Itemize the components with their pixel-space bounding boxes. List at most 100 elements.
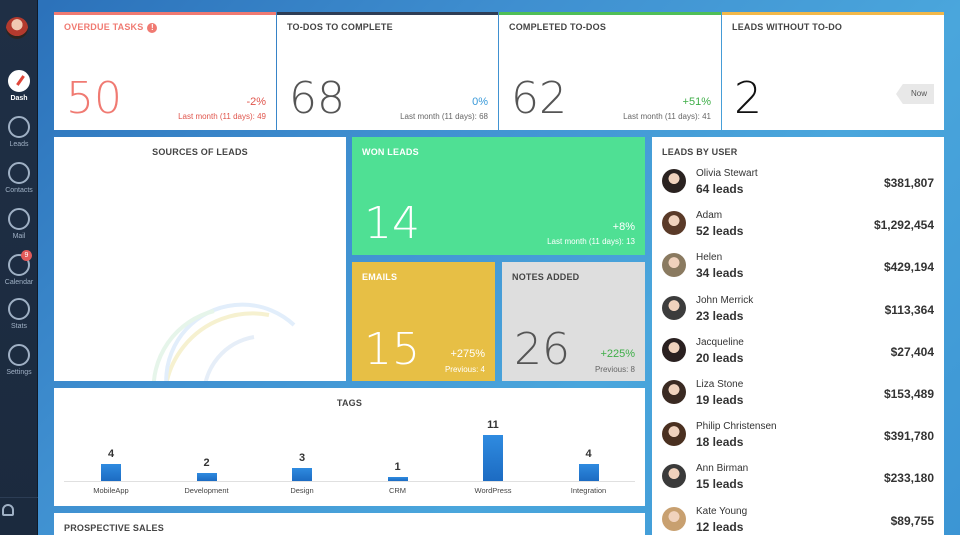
completed-card[interactable]: COMPLETED TO-DOS 62 +51% Last month (11 … xyxy=(499,12,721,130)
overdue-delta: -2% xyxy=(246,96,266,108)
tags-baseline xyxy=(64,481,635,482)
user-row[interactable]: Olivia Stewart 64 leads $381,807 xyxy=(662,161,934,203)
tag-value-label: 4 xyxy=(585,448,592,461)
overdue-tasks-card[interactable]: OVERDUE TASKS! 50 -2% Last month (11 day… xyxy=(54,12,276,130)
card-title: OVERDUE TASKS! xyxy=(64,22,158,33)
sidebar: Dash Leads Contacts Mail 9 Calendar Stat… xyxy=(0,0,38,535)
user-amount: $381,807 xyxy=(883,176,934,190)
card-title: WON LEADS xyxy=(362,147,419,157)
tag-bar[interactable] xyxy=(483,435,503,481)
todos-card[interactable]: TO-DOS TO COMPLETE 68 0% Last month (11 … xyxy=(277,12,498,130)
user-row[interactable]: Kate Young 12 leads $89,755 xyxy=(662,499,934,535)
card-title: PROSPECTIVE SALES xyxy=(64,523,164,533)
tag-category-label: WordPress xyxy=(474,486,512,495)
won-value: 14 xyxy=(364,198,420,249)
tag-category-label: MobileApp xyxy=(93,486,129,495)
sidebar-item-label: Mail xyxy=(12,233,26,240)
tag-bar[interactable] xyxy=(196,472,217,481)
user-avatar xyxy=(662,169,686,193)
tag-category-label: Development xyxy=(184,486,229,495)
user-avatar xyxy=(662,337,686,362)
notes-added-card[interactable]: NOTES ADDED 26 +225% Previous: 8 xyxy=(502,262,645,381)
todos-delta: 0% xyxy=(472,96,488,108)
sidebar-item-calendar[interactable]: 9 Calendar xyxy=(0,250,38,286)
user-avatar xyxy=(662,506,686,531)
tag-bar[interactable] xyxy=(292,468,312,481)
card-title: LEADS BY USER xyxy=(662,147,738,157)
card-accent-bar xyxy=(277,12,498,15)
user-row[interactable]: John Merrick 23 leads $113,364 xyxy=(662,288,934,330)
leads-without-value: 2 xyxy=(734,73,762,124)
sidebar-item-contacts[interactable]: Contacts xyxy=(0,162,38,194)
leads-without-todo-card[interactable]: LEADS WITHOUT TO-DO 2 Now xyxy=(722,12,944,130)
sidebar-item-stats[interactable]: Stats xyxy=(0,298,38,330)
sidebar-item-dash[interactable]: Dash xyxy=(0,70,38,102)
user-leads-count: 23 leads xyxy=(696,308,744,323)
sidebar-item-settings[interactable]: Settings xyxy=(0,344,38,376)
todos-value: 68 xyxy=(289,73,345,124)
warning-icon: ! xyxy=(147,22,158,33)
won-leads-card[interactable]: WON LEADS 14 +8% Last month (11 days): 1… xyxy=(352,137,645,255)
sidebar-item-label: Calendar xyxy=(4,279,34,286)
todos-sub: Last month (11 days): 68 xyxy=(400,112,488,121)
dashboard-icon xyxy=(8,70,30,92)
sidebar-item-label: Contacts xyxy=(5,187,33,194)
completed-value: 62 xyxy=(511,73,567,124)
notes-sub: Previous: 8 xyxy=(594,365,635,374)
card-title: TAGS xyxy=(336,398,363,408)
tag-category-label: CRM xyxy=(388,486,407,495)
tag-category-label: Integration xyxy=(570,486,607,495)
user-row[interactable]: Helen 34 leads $429,194 xyxy=(662,245,934,287)
user-leads-count: 12 leads xyxy=(696,519,744,534)
sidebar-item-label: Settings xyxy=(6,369,32,376)
user-amount: $153,489 xyxy=(883,387,934,401)
tag-bar[interactable] xyxy=(387,476,408,481)
user-amount: $27,404 xyxy=(890,344,934,359)
sidebar-item-leads[interactable]: Leads xyxy=(0,116,38,148)
user-amount: $233,180 xyxy=(883,471,934,486)
emails-card[interactable]: EMAILS 15 +275% Previous: 4 xyxy=(352,262,495,381)
user-leads-count: 18 leads xyxy=(696,435,744,450)
user-amount: $89,755 xyxy=(890,513,934,528)
tag-bar[interactable] xyxy=(101,464,121,481)
user-name: Helen xyxy=(696,252,723,264)
user-row[interactable]: Philip Christensen 18 leads $391,780 xyxy=(662,414,934,456)
user-avatar xyxy=(662,422,686,447)
donut-ring-inner xyxy=(203,335,255,381)
tag-bar[interactable] xyxy=(578,464,599,481)
user-row[interactable]: Jacqueline 20 leads $27,404 xyxy=(662,330,934,372)
tag-value-label: 2 xyxy=(203,456,210,469)
user-avatar[interactable] xyxy=(6,17,28,39)
emails-value: 15 xyxy=(364,324,420,375)
tag-category-label: Design xyxy=(290,486,314,495)
card-title: NOTES ADDED xyxy=(512,272,580,282)
contacts-icon xyxy=(8,162,30,184)
user-leads-count: 64 leads xyxy=(696,182,744,196)
completed-delta: +51% xyxy=(682,96,711,108)
mail-icon xyxy=(8,208,30,230)
now-button[interactable]: Now xyxy=(896,84,934,104)
donut-ring-blue xyxy=(164,302,296,381)
bell-icon[interactable] xyxy=(2,504,14,516)
sources-donut-chart xyxy=(151,302,296,381)
user-leads-count: 20 leads xyxy=(696,350,744,365)
card-title: LEADS WITHOUT TO-DO xyxy=(732,22,843,32)
user-amount: $391,780 xyxy=(883,429,934,444)
user-row[interactable]: Ann Birman 15 leads $233,180 xyxy=(662,456,934,498)
user-avatar xyxy=(662,464,686,489)
user-row[interactable]: Liza Stone 19 leads $153,489 xyxy=(662,372,934,414)
user-amount: $113,364 xyxy=(884,302,934,317)
calendar-check-icon xyxy=(8,254,30,276)
sidebar-item-mail[interactable]: Mail xyxy=(0,208,38,240)
sidebar-item-label: Leads xyxy=(9,141,29,148)
leads-by-user-card: LEADS BY USER Olivia Stewart 64 leads $381… xyxy=(652,137,944,535)
completed-sub: Last month (11 days): 41 xyxy=(623,112,711,121)
user-row[interactable]: Adam 52 leads $1,292,454 xyxy=(662,203,934,245)
user-avatar xyxy=(662,295,686,320)
stats-icon xyxy=(8,298,30,320)
tag-value-label: 4 xyxy=(107,448,115,461)
user-name: Liza Stone xyxy=(696,379,744,390)
won-delta: +8% xyxy=(612,221,635,233)
tag-value-label: 3 xyxy=(298,452,306,465)
user-name: Olivia Stewart xyxy=(696,168,758,179)
